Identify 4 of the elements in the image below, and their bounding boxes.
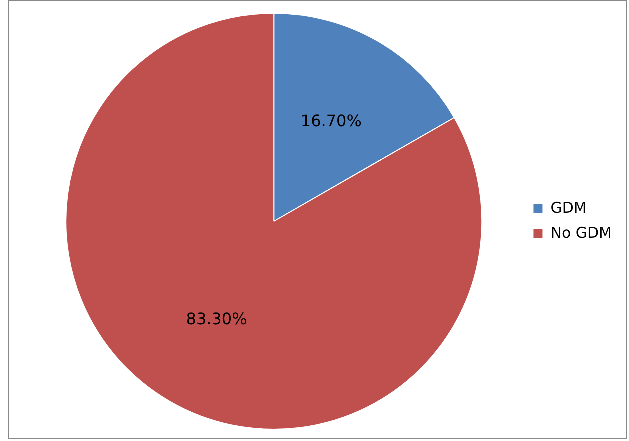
data-label: 83.30%: [186, 310, 248, 329]
legend-label: No GDM: [550, 224, 612, 242]
data-label: 16.70%: [300, 112, 362, 131]
legend-label: GDM: [550, 198, 587, 217]
